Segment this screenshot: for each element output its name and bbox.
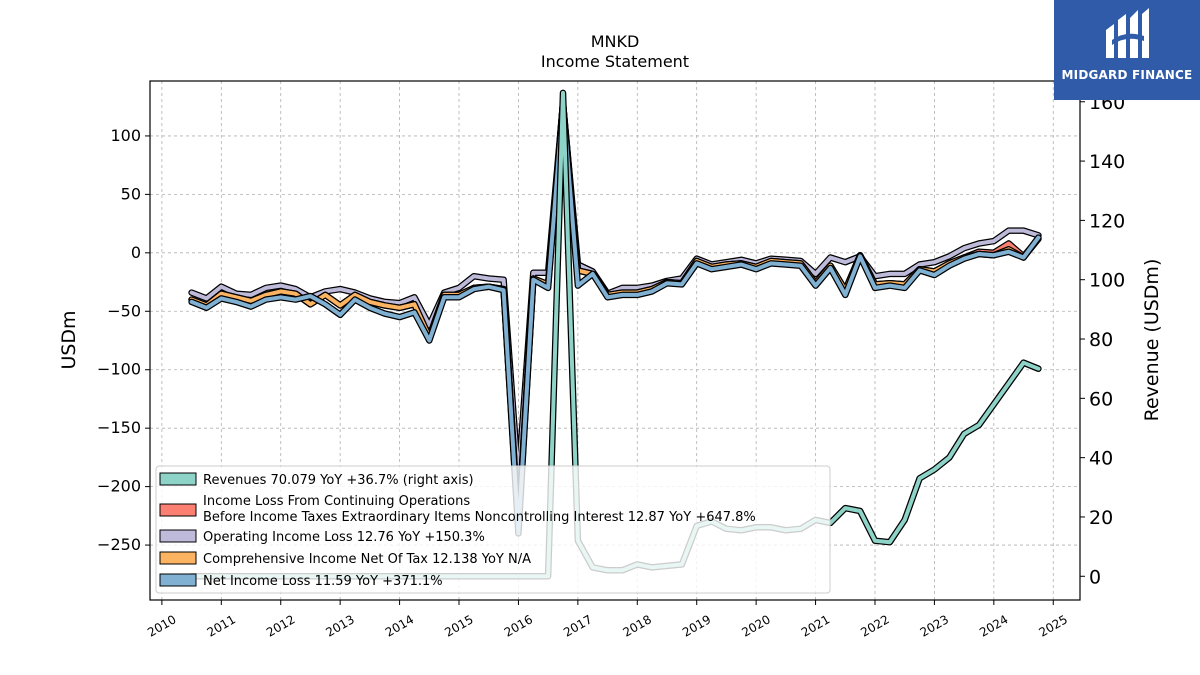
brand-mark-icon [1106, 8, 1149, 58]
right-y-axis-label: Revenue (USDm) [1141, 259, 1163, 422]
x-tick-label: 2020 [739, 612, 772, 639]
legend-swatch-income-loss-continuing-ops [159, 503, 197, 517]
y-tick-label: 0 [131, 243, 141, 262]
y-right-tick-label: 40 [1089, 448, 1113, 470]
y-right-tick-label: 80 [1089, 329, 1113, 351]
x-tick-label: 2010 [145, 612, 178, 639]
y-right-tick-label: 60 [1089, 388, 1113, 410]
y-tick-label: −100 [97, 360, 141, 379]
x-tick-label: 2014 [383, 612, 416, 639]
y-right-tick-label: 20 [1089, 507, 1113, 529]
legend-swatch-comprehensive-income [159, 551, 197, 565]
legend-label-net-income-loss: Net Income Loss 11.59 YoY +371.1% [203, 574, 443, 589]
legend: Revenues 70.079 YoY +36.7% (right axis) … [155, 465, 831, 594]
legend-swatch-revenues [159, 472, 197, 486]
x-tick-label: 2025 [1037, 612, 1070, 639]
series-line-net-income-loss [189, 101, 1041, 536]
left-y-axis: 100 50 0 −50 −100 −150 −200 −250 [97, 126, 150, 554]
x-tick-label: 2011 [205, 612, 238, 639]
x-tick-label: 2022 [858, 612, 891, 639]
legend-label-operating-income-loss: Operating Income Loss 12.76 YoY +150.3% [203, 530, 485, 545]
chart-title: MNKD [591, 32, 640, 51]
x-tick-label: 2021 [799, 612, 832, 639]
y-right-tick-label: 100 [1089, 270, 1125, 292]
x-axis: 2010 2011 2012 2013 2014 2015 2016 2017 2018 2019… [145, 600, 1070, 640]
x-tick-label: 2013 [323, 612, 356, 639]
legend-label-income-loss-line2: Before Income Taxes Extraordinary Items … [203, 510, 756, 525]
y-tick-label: −50 [107, 301, 141, 320]
y-tick-label: −150 [97, 418, 141, 437]
brand-name: MIDGARD FINANCE [1061, 68, 1193, 82]
series-outline-comprehensive-income-net-of-tax [188, 99, 1042, 531]
x-tick-label: 2016 [502, 612, 535, 639]
x-tick-label: 2019 [680, 612, 713, 639]
legend-box [155, 465, 831, 594]
x-tick-label: 2012 [264, 612, 297, 639]
chart-title-group: MNKD Income Statement [541, 32, 689, 71]
y-tick-label: −250 [97, 535, 141, 554]
y-tick-label: 50 [121, 184, 141, 203]
left-y-axis-label: USDm [58, 310, 80, 369]
legend-label-comprehensive-income: Comprehensive Income Net Of Tax 12.138 Y… [203, 552, 531, 567]
legend-swatch-operating-income-loss [159, 529, 197, 543]
series-line-income-loss-from-continuing-operations-b [189, 101, 1041, 530]
brand-logo: MIDGARD FINANCE [1054, 0, 1200, 100]
x-tick-label: 2018 [621, 612, 654, 639]
x-tick-label: 2024 [977, 612, 1010, 639]
plot-frame [149, 80, 1081, 601]
legend-label-income-loss-line1: Income Loss From Continuing Operations [203, 494, 470, 509]
y-tick-label: 100 [110, 126, 141, 145]
y-right-tick-label: 120 [1089, 210, 1125, 232]
y-tick-label: −200 [97, 477, 141, 496]
chart-subtitle: Income Statement [541, 52, 689, 71]
y-right-tick-label: 140 [1089, 151, 1125, 173]
x-tick-label: 2017 [561, 612, 594, 639]
series-line-comprehensive-income-net-of-tax [189, 101, 1041, 530]
x-tick-label: 2023 [918, 612, 951, 639]
series-outline-income-loss-from-continuing-operations-b [188, 99, 1042, 531]
x-tick-label: 2015 [442, 612, 475, 639]
legend-label-revenues: Revenues 70.079 YoY +36.7% (right axis) [203, 473, 474, 488]
legend-swatch-net-income-loss [159, 573, 197, 587]
y-right-tick-label: 0 [1089, 566, 1101, 588]
